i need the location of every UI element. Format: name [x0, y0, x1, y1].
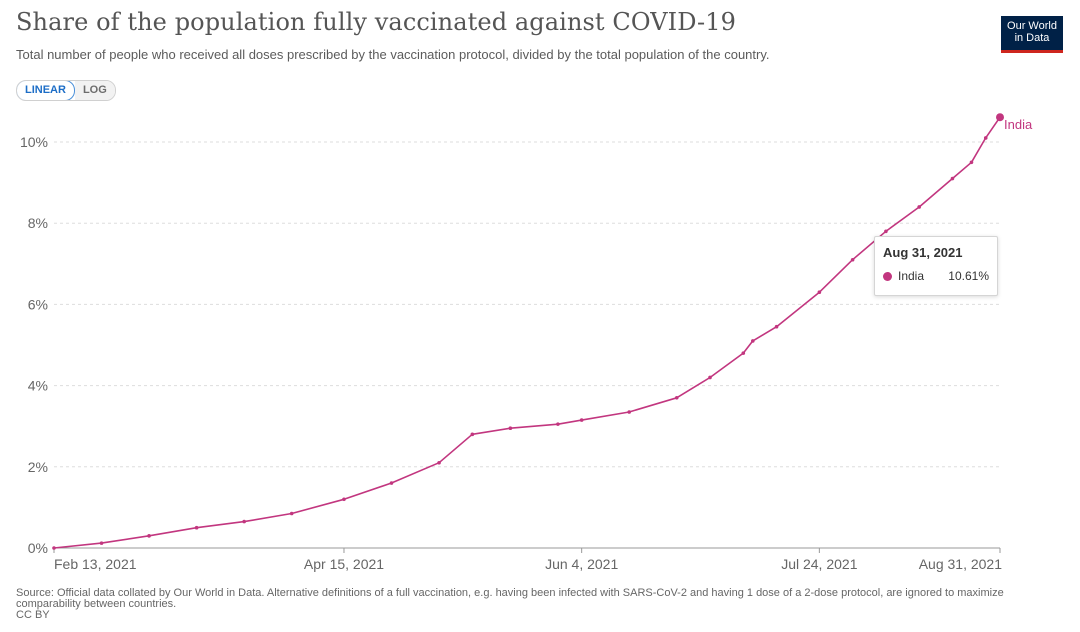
owid-logo[interactable]: Our World in Data — [1001, 16, 1063, 53]
series-label-india: India — [1004, 117, 1033, 132]
data-point — [751, 339, 755, 343]
data-point — [342, 497, 346, 502]
x-tick-label: Jun 4, 2021 — [545, 556, 618, 572]
end-point-marker — [996, 113, 1004, 122]
data-point — [950, 176, 955, 181]
x-tick-label: Jul 24, 2021 — [781, 556, 857, 572]
data-point — [556, 422, 560, 426]
data-point — [147, 534, 151, 538]
data-point — [741, 351, 746, 355]
tooltip-date: Aug 31, 2021 — [883, 245, 963, 260]
data-point — [627, 410, 632, 414]
data-point — [52, 546, 56, 550]
chart-tooltip: Aug 31, 2021 India 10.61% — [874, 236, 998, 296]
license-note: CC BY — [16, 609, 50, 621]
log-scale-button[interactable]: LOG — [74, 81, 115, 100]
data-point — [579, 418, 584, 422]
chart-title: Share of the population fully vaccinated… — [16, 8, 736, 36]
chart-footer: Source: Official data collated by Our Wo… — [16, 588, 1016, 621]
data-point — [470, 432, 475, 437]
y-tick-label: 6% — [28, 296, 48, 312]
tooltip-row: India 10.61% — [883, 269, 989, 283]
x-tick-label: Feb 13, 2021 — [54, 556, 137, 572]
data-point — [983, 136, 988, 140]
data-point — [884, 229, 888, 234]
y-tick-label: 10% — [20, 134, 48, 150]
source-note: Source: Official data collated by Our Wo… — [16, 587, 1004, 610]
data-point — [917, 205, 921, 209]
y-tick-label: 8% — [28, 215, 48, 231]
y-tick-label: 4% — [28, 378, 48, 394]
x-tick-label: Aug 31, 2021 — [919, 556, 1003, 572]
y-tick-label: 2% — [28, 459, 48, 475]
y-tick-label: 0% — [28, 540, 48, 556]
tooltip-value: 10.61% — [948, 269, 989, 283]
chart-subtitle: Total number of people who received all … — [16, 47, 770, 62]
series-dot-icon — [883, 271, 892, 281]
data-point — [674, 395, 679, 400]
data-point — [817, 290, 822, 295]
data-point — [437, 460, 441, 465]
tooltip-series-name: India — [898, 269, 925, 283]
data-point — [774, 324, 779, 329]
data-point — [969, 160, 974, 165]
logo-line-1: Our World — [1007, 20, 1057, 32]
data-point — [850, 257, 855, 262]
linear-scale-button[interactable]: LINEAR — [16, 81, 75, 100]
data-point — [389, 481, 394, 485]
series-line-india — [53, 116, 1001, 549]
data-point — [289, 511, 294, 516]
logo-line-2: in Data — [1014, 32, 1050, 44]
data-point — [194, 525, 199, 530]
data-point — [708, 375, 712, 380]
data-point — [99, 541, 104, 545]
scale-toggle: LINEAR LOG — [16, 80, 116, 101]
data-point — [242, 519, 246, 524]
x-tick-label: Apr 15, 2021 — [304, 556, 384, 572]
data-point — [508, 426, 513, 431]
